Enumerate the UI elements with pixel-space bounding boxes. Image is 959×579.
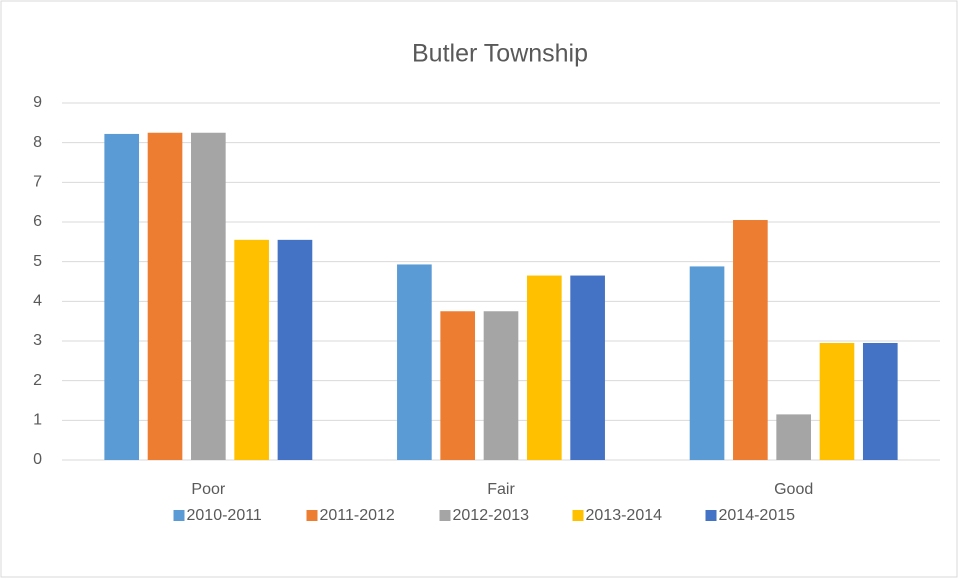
bar	[277, 239, 313, 460]
bar	[862, 342, 898, 460]
x-tick-label: Poor	[191, 481, 225, 498]
legend-label: 2012-2013	[453, 507, 530, 524]
bar	[776, 414, 811, 460]
legend-swatch	[572, 510, 584, 521]
bar	[819, 342, 855, 460]
legend-label: 2014-2015	[719, 507, 796, 524]
x-tick-label: Good	[774, 481, 813, 498]
bar	[147, 132, 183, 460]
bar	[191, 132, 226, 460]
y-tick-label: 9	[33, 94, 42, 111]
y-tick-label: 5	[33, 253, 42, 270]
legend-swatch	[705, 510, 717, 521]
legend-label: 2010-2011	[187, 507, 262, 524]
bar	[526, 275, 562, 460]
legend-swatch	[173, 510, 185, 521]
y-tick-label: 6	[33, 213, 42, 230]
y-tick-label: 0	[33, 451, 42, 468]
legend-label: 2013-2014	[586, 507, 663, 524]
y-tick-label: 3	[33, 332, 42, 349]
legend-swatch	[439, 510, 451, 521]
bar	[689, 266, 725, 460]
y-tick-label: 8	[33, 134, 42, 151]
bar	[104, 133, 140, 460]
x-tick-label: Fair	[487, 481, 515, 498]
bar	[440, 311, 476, 460]
y-tick-label: 7	[33, 174, 42, 191]
y-tick-label: 2	[33, 372, 42, 389]
bar	[483, 311, 519, 460]
bar	[570, 275, 605, 460]
y-tick-label: 1	[33, 412, 42, 429]
bar	[234, 239, 269, 460]
legend-label: 2011-2012	[320, 507, 395, 524]
legend-swatch	[306, 510, 318, 521]
bar	[397, 264, 432, 460]
bar	[733, 220, 768, 460]
y-tick-label: 4	[33, 293, 42, 310]
chart-title: Butler Township	[412, 40, 588, 68]
